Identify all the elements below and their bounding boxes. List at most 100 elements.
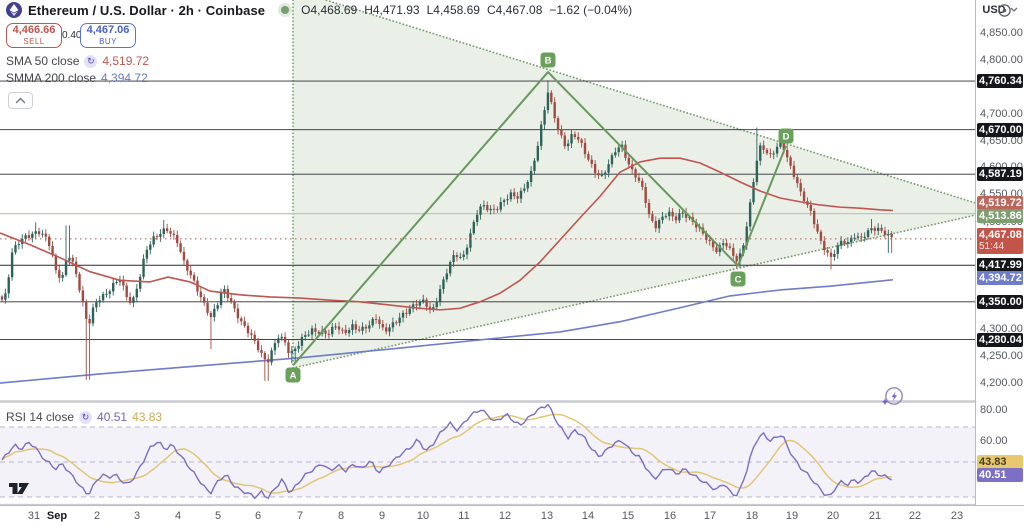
pattern-point-label-A[interactable]: A bbox=[285, 367, 301, 383]
time-axis[interactable]: 31 Sep 2 3 4 5 6 7 8 9 10 11 12 13 14 15 16 17 18 19 20 21 22 2… bbox=[0, 505, 1024, 526]
price-tick-label: 4,700.00 bbox=[980, 108, 1023, 120]
time-tick-label: 20 bbox=[826, 510, 840, 522]
time-tick-label: Sep bbox=[46, 510, 68, 522]
pattern-zigzag-line bbox=[292, 71, 787, 366]
svg-text:D: D bbox=[783, 132, 790, 143]
sell-label: SELL bbox=[23, 37, 45, 46]
candles-series bbox=[0, 80, 893, 381]
price-badge: 4,513.86 bbox=[977, 209, 1023, 223]
price-tick-label: 4,300.00 bbox=[980, 323, 1023, 335]
low-value: 4,458.69 bbox=[433, 3, 480, 17]
time-tick-label: 11 bbox=[458, 510, 470, 522]
time-tick-label: 12 bbox=[498, 510, 512, 522]
price-badge: 4,280.04 bbox=[977, 333, 1023, 347]
price-badge: 4,467.08 51:44 bbox=[977, 228, 1023, 254]
price-tick-label: 4,250.00 bbox=[980, 350, 1023, 362]
time-tick-label: 5 bbox=[214, 510, 222, 522]
smma200-legend-value: 4,394.72 bbox=[101, 71, 148, 85]
sma50-legend-value: 4,519.72 bbox=[102, 54, 150, 68]
svg-text:A: A bbox=[290, 371, 297, 382]
sell-button[interactable]: 4,466.66 SELL bbox=[6, 23, 62, 48]
price-badge: 4,760.34 bbox=[977, 74, 1023, 88]
price-badge: 4,394.72 bbox=[977, 271, 1023, 285]
ohlc-values: O4,468.69 H4,471.93 L4,458.69 C4,467.08 … bbox=[301, 3, 632, 17]
spread-value: 0.40 bbox=[62, 30, 82, 41]
time-tick-label: 22 bbox=[908, 510, 922, 522]
sma50-line bbox=[0, 157, 894, 311]
close-label: C bbox=[486, 3, 496, 17]
rsi-legend-value: 40.51 bbox=[97, 410, 128, 424]
smma200-line bbox=[0, 278, 894, 384]
pattern-point-label-D[interactable]: D bbox=[778, 128, 794, 144]
time-tick-label: 18 bbox=[745, 510, 759, 522]
price-badge: 40.51 bbox=[977, 468, 1023, 482]
price-tick-label: 4,200.00 bbox=[980, 377, 1023, 389]
time-tick-label: 2 bbox=[93, 510, 101, 522]
triangle-upper-trendline bbox=[322, 0, 975, 204]
time-tick-label: 7 bbox=[296, 510, 304, 522]
market-status-dot[interactable] bbox=[281, 6, 290, 14]
collapse-pane-button[interactable] bbox=[8, 92, 33, 109]
chevron-down-icon bbox=[1010, 7, 1018, 12]
time-tick-label: 19 bbox=[785, 510, 799, 522]
ethereum-logo-icon[interactable] bbox=[6, 2, 22, 18]
high-label: H bbox=[364, 3, 373, 17]
time-tick-label: 9 bbox=[378, 510, 386, 522]
price-tick-label: 60.00 bbox=[980, 435, 1008, 447]
time-tick-label: 3 bbox=[133, 510, 141, 522]
loading-spinner-icon: ↻ bbox=[84, 54, 98, 68]
pattern-point-label-C[interactable]: C bbox=[730, 271, 746, 287]
time-tick-label: 23 bbox=[950, 510, 964, 522]
open-label: O bbox=[301, 3, 311, 17]
smma200-legend[interactable]: SMMA 200 close 4,394.72 bbox=[6, 71, 148, 85]
rsi-legend[interactable]: RSI 14 close ↻ 40.51 43.83 bbox=[6, 410, 162, 424]
time-tick-label: 13 bbox=[540, 510, 554, 522]
low-label: L bbox=[426, 3, 434, 17]
close-value: 4,467.08 bbox=[495, 3, 543, 17]
rsi-pane bbox=[0, 404, 975, 500]
price-badge: 43.83 bbox=[977, 455, 1023, 469]
time-tick-label: 8 bbox=[337, 510, 345, 522]
rsi-legend-title: RSI 14 close bbox=[6, 410, 75, 424]
time-tick-label: 17 bbox=[703, 510, 717, 522]
open-value: 4,468.69 bbox=[310, 3, 358, 17]
rsi-ma-line bbox=[1, 413, 892, 494]
price-tick-label: 4,650.00 bbox=[980, 135, 1023, 147]
chart-canvas[interactable]: A B C D bbox=[0, 0, 975, 505]
price-badge: 4,519.72 bbox=[977, 196, 1023, 210]
smma200-legend-title: SMMA 200 close bbox=[6, 71, 97, 85]
price-tick-label: 4,850.00 bbox=[980, 27, 1023, 39]
price-axis[interactable]: USD 4,850.004,800.004,700.004,650.004,60… bbox=[975, 0, 1024, 505]
sma50-legend[interactable]: SMA 50 close ↻ 4,519.72 bbox=[6, 54, 149, 68]
buy-label: BUY bbox=[99, 37, 117, 46]
instant-trading-icon[interactable] bbox=[880, 385, 906, 414]
time-tick-label: 21 bbox=[868, 510, 882, 522]
sma50-legend-title: SMA 50 close bbox=[6, 54, 80, 68]
price-badge: 4,350.00 bbox=[977, 295, 1023, 309]
svg-text:B: B bbox=[545, 56, 552, 67]
price-badge: 4,417.99 bbox=[977, 258, 1023, 272]
price-badge: 4,587.19 bbox=[977, 167, 1023, 181]
triangle-pattern-fill bbox=[293, 0, 975, 368]
time-tick-label: 6 bbox=[254, 510, 262, 522]
sell-price: 4,466.66 bbox=[12, 24, 56, 36]
price-pane: A B C D bbox=[0, 0, 975, 384]
price-badge: 4,670.00 bbox=[977, 123, 1023, 137]
pattern-point-label-B[interactable]: B bbox=[540, 52, 556, 68]
time-tick-label: 14 bbox=[581, 510, 595, 522]
buy-button[interactable]: 4,467.06 BUY bbox=[80, 23, 136, 48]
high-value: 4,471.93 bbox=[372, 3, 420, 17]
price-tick-label: 80.00 bbox=[980, 404, 1008, 416]
symbol-title[interactable]: Ethereum / U.S. Dollar · 2h · Coinbase bbox=[28, 2, 266, 18]
svg-text:C: C bbox=[735, 275, 742, 286]
price-tick-label: 4,800.00 bbox=[980, 54, 1023, 66]
time-tick-label: 15 bbox=[621, 510, 635, 522]
loading-spinner-icon: ↻ bbox=[79, 410, 93, 424]
bar-countdown: 51:44 bbox=[979, 241, 1005, 252]
axis-settings-icon[interactable] bbox=[997, 3, 1012, 23]
tradingview-logo[interactable] bbox=[8, 480, 33, 501]
time-tick-label: 10 bbox=[416, 510, 430, 522]
buy-price: 4,467.06 bbox=[86, 24, 130, 36]
rsi-line bbox=[1, 404, 893, 500]
